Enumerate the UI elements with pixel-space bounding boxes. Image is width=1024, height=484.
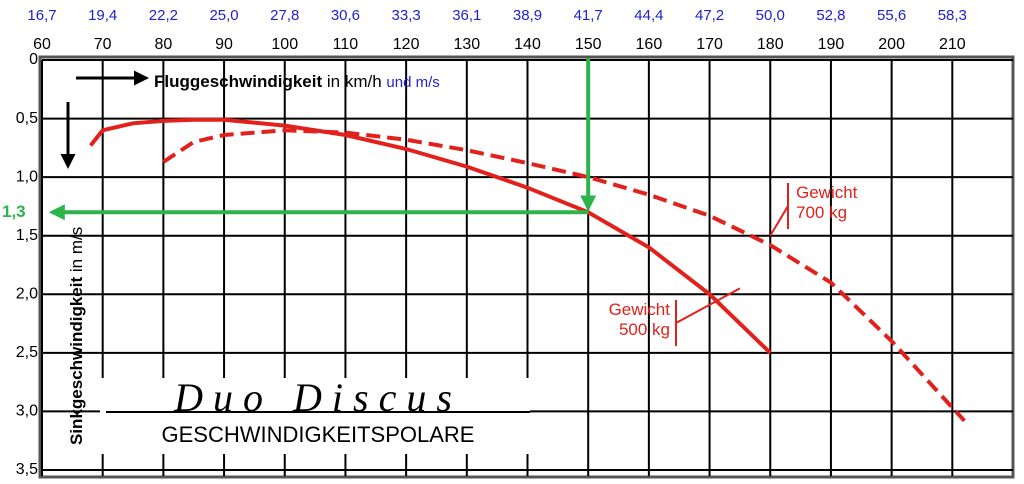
- x2-tick-label: 33,3: [392, 7, 421, 24]
- y-tick-label: 3,5: [16, 461, 38, 478]
- x-tick-label: 140: [514, 36, 541, 53]
- x2-tick-label: 44,4: [634, 7, 663, 24]
- x2-tick-label: 38,9: [513, 7, 542, 24]
- x-axis-label: Fluggeschwindigkeit in km/h und m/s: [154, 72, 440, 91]
- x2-tick-label: 50,0: [756, 7, 785, 24]
- y-label-bold: Sinkgeschwindigkeit: [67, 277, 86, 445]
- x-tick-label: 190: [818, 36, 845, 53]
- x2-tick-label: 47,2: [695, 7, 724, 24]
- x2-tick-label: 36,1: [452, 7, 481, 24]
- x2-tick-label: 52,8: [816, 7, 845, 24]
- x-tick-label: 180: [757, 36, 784, 53]
- y-tick-label: 3,0: [16, 403, 38, 420]
- x-tick-label: 70: [94, 36, 112, 53]
- x-label-rest: in km/h: [327, 72, 382, 91]
- y-tick-label: 0,5: [16, 110, 38, 127]
- x-tick-label: 200: [878, 36, 905, 53]
- x-label-bold: Fluggeschwindigkeit: [154, 72, 322, 91]
- x2-label: und m/s: [386, 74, 439, 91]
- y-tick-label: 1,0: [16, 168, 38, 185]
- series-line: [162, 128, 966, 423]
- y-label-rest: in m/s: [67, 227, 86, 272]
- x2-tick-label: 16,7: [27, 7, 56, 24]
- x-tick-label: 130: [453, 36, 480, 53]
- x2-tick-label: 58,3: [938, 7, 967, 24]
- x-tick-label: 170: [696, 36, 723, 53]
- x-tick-label: 90: [215, 36, 233, 53]
- reading-label: 1,3: [2, 202, 26, 221]
- y-tick-label: 1,5: [16, 227, 38, 244]
- logo-subtitle: GESCHWINDIGKEITSPOLARE: [162, 422, 475, 447]
- x-tick-label: 210: [939, 36, 966, 53]
- series-label: Gewicht 500 kg: [608, 300, 670, 339]
- x2-tick-label: 30,6: [331, 7, 360, 24]
- plot-frame: [38, 55, 1015, 479]
- y-tick-label: 0: [29, 51, 38, 68]
- label-leader: [769, 205, 789, 237]
- x2-tick-label: 22,2: [149, 7, 178, 24]
- x2-tick-label: 25,0: [209, 7, 238, 24]
- x-tick-label: 60: [33, 36, 51, 53]
- logo-name: Duo Discus: [173, 375, 462, 420]
- y-axis-label: Sinkgeschwindigkeit in m/s: [67, 227, 86, 445]
- y-tick-label: 2,5: [16, 344, 38, 361]
- x-tick-label: 110: [333, 36, 359, 53]
- x2-tick-label: 27,8: [270, 7, 299, 24]
- x2-tick-label: 55,6: [877, 7, 906, 24]
- x-tick-label: 80: [154, 36, 172, 53]
- label-leader: [675, 287, 741, 324]
- y-tick-label: 2,0: [16, 286, 38, 303]
- series-label: Gewicht 700 kg: [796, 183, 858, 222]
- x2-tick-label: 19,4: [88, 7, 117, 24]
- series-line: [89, 117, 772, 355]
- x2-tick-label: 41,7: [574, 7, 603, 24]
- x-tick-label: 120: [393, 36, 420, 53]
- x-tick-label: 100: [271, 36, 298, 53]
- logo-box: [100, 378, 530, 454]
- x-tick-label: 160: [636, 36, 663, 53]
- x-tick-label: 150: [575, 36, 602, 53]
